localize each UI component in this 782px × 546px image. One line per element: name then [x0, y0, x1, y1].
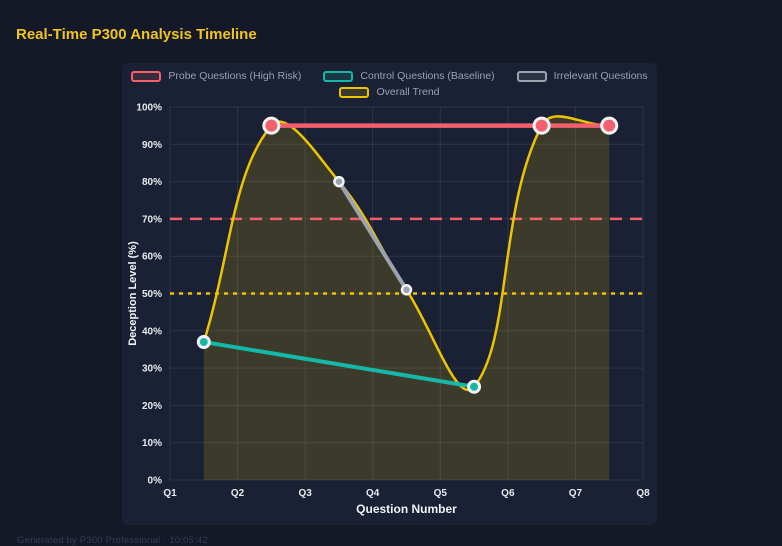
svg-text:50%: 50%	[142, 289, 162, 300]
legend-swatch-control	[323, 70, 354, 82]
footer-note: Generated by P300 Professional · 10:05:4…	[17, 535, 208, 546]
timeline-chart: Q1 Q2 Q3 Q4 Q5 Q6 Q7 Q8 0% 10% 20% 30% 40% 50% 60% 70% 8…	[127, 103, 650, 517]
svg-text:20%: 20%	[142, 401, 162, 412]
svg-text:Q7: Q7	[569, 488, 583, 499]
svg-text:60%: 60%	[142, 252, 162, 263]
legend-label-trend: Overall Trend	[376, 86, 440, 98]
legend-item-irrelevant[interactable]: Irrelevant Questions	[516, 70, 648, 82]
legend-label-probe: Probe Questions (High Risk)	[168, 70, 302, 82]
svg-text:Deception Level (%): Deception Level (%)	[127, 241, 139, 346]
svg-text:100%: 100%	[136, 103, 162, 114]
svg-text:10%: 10%	[142, 438, 162, 449]
svg-text:Q3: Q3	[298, 488, 312, 499]
legend-item-control[interactable]: Control Questions (Baseline)	[323, 70, 495, 82]
svg-text:40%: 40%	[142, 326, 162, 337]
svg-text:30%: 30%	[142, 364, 162, 375]
legend-label-irrelevant: Irrelevant Questions	[553, 70, 648, 82]
svg-text:Q8: Q8	[636, 488, 650, 499]
svg-text:0%: 0%	[148, 476, 163, 487]
svg-text:Question Number: Question Number	[356, 502, 457, 516]
legend-swatch-trend	[339, 86, 370, 98]
svg-text:Q2: Q2	[231, 488, 245, 499]
page-title: Real-Time P300 Analysis Timeline	[16, 26, 257, 43]
svg-text:Q1: Q1	[163, 488, 177, 499]
svg-text:80%: 80%	[142, 177, 162, 188]
legend-item-trend[interactable]: Overall Trend	[339, 86, 440, 98]
legend-label-control: Control Questions (Baseline)	[360, 70, 495, 82]
svg-text:90%: 90%	[142, 140, 162, 151]
legend-row-1: Probe Questions (High Risk) Control Ques…	[131, 70, 648, 82]
chart-panel: Probe Questions (High Risk) Control Ques…	[122, 63, 657, 525]
svg-text:Q4: Q4	[366, 488, 380, 499]
svg-text:Q6: Q6	[501, 488, 515, 499]
legend-row-2: Overall Trend	[339, 86, 440, 98]
svg-text:70%: 70%	[142, 214, 162, 225]
svg-text:Q5: Q5	[434, 488, 448, 499]
legend-swatch-probe	[131, 70, 162, 82]
chart-legend: Probe Questions (High Risk) Control Ques…	[122, 70, 657, 98]
legend-item-probe[interactable]: Probe Questions (High Risk)	[131, 70, 301, 82]
legend-swatch-irrelevant	[516, 70, 547, 82]
